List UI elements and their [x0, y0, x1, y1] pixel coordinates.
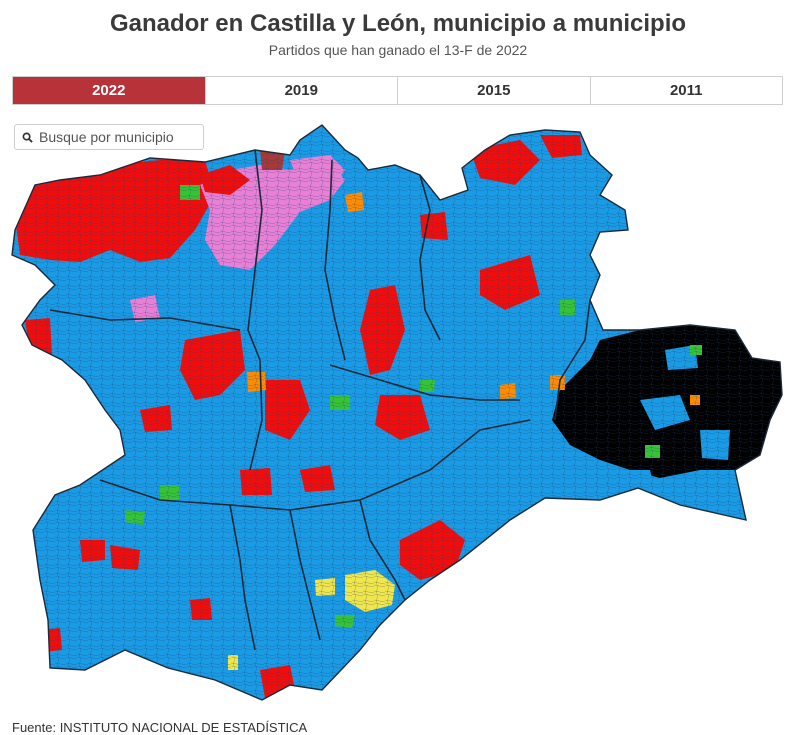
psoe-area	[625, 205, 670, 228]
municipality-map[interactable]	[0, 120, 796, 720]
page-subtitle: Partidos que han ganado el 13-F de 2022	[268, 42, 528, 58]
search-icon	[22, 132, 33, 143]
tab-2011[interactable]: 2011	[590, 77, 782, 104]
search-input[interactable]	[39, 129, 199, 145]
tab-2022[interactable]: 2022	[13, 77, 206, 104]
municipality-search[interactable]	[14, 124, 204, 150]
province-borders	[49, 149, 591, 651]
year-tabs: 2022 2019 2015 2011	[12, 76, 783, 105]
municipality-borders	[12, 125, 782, 700]
party-areas	[12, 125, 782, 700]
tab-2015[interactable]: 2015	[398, 77, 591, 104]
tab-2019[interactable]: 2019	[205, 77, 398, 104]
source-note: Fuente: INSTITUTO NACIONAL DE ESTADÍSTIC…	[12, 720, 308, 735]
page-title: Ganador en Castilla y León, municipio a …	[109, 10, 687, 37]
